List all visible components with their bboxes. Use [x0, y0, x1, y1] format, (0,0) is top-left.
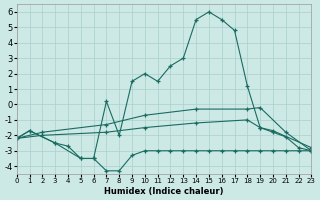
- X-axis label: Humidex (Indice chaleur): Humidex (Indice chaleur): [104, 187, 224, 196]
